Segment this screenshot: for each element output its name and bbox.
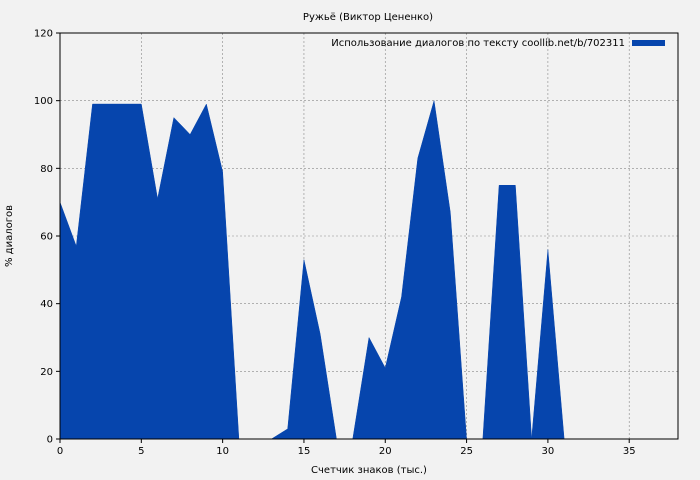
x-tick-label: 10 (216, 446, 229, 457)
y-axis-ticks: 0 20 40 60 80 100 120 (34, 29, 60, 446)
y-tick-label: 120 (34, 29, 53, 40)
y-tick-label: 0 (47, 435, 53, 446)
x-tick-label: 30 (542, 446, 555, 457)
x-tick-label: 25 (460, 446, 473, 457)
y-axis-label: % диалогов (4, 205, 15, 267)
x-tick-label: 15 (298, 446, 311, 457)
x-axis-ticks: 0 5 10 15 20 25 30 35 (57, 439, 636, 457)
legend-swatch (632, 40, 665, 46)
x-axis-label: Счетчик знаков (тыс.) (311, 465, 427, 476)
x-tick-label: 35 (623, 446, 636, 457)
y-tick-label: 20 (40, 367, 53, 378)
x-tick-label: 20 (379, 446, 392, 457)
y-tick-label: 40 (40, 299, 53, 310)
x-tick-label: 0 (57, 446, 63, 457)
chart-title: Ружьё (Виктор Цененко) (303, 12, 433, 23)
y-tick-label: 60 (40, 232, 53, 243)
legend: Использование диалогов по тексту coollib… (331, 38, 665, 49)
y-tick-label: 100 (34, 96, 53, 107)
legend-label: Использование диалогов по тексту coollib… (331, 38, 625, 49)
data-area (59, 100, 565, 440)
x-tick-label: 5 (138, 446, 144, 457)
series-area (59, 100, 565, 440)
y-tick-label: 80 (40, 164, 53, 175)
